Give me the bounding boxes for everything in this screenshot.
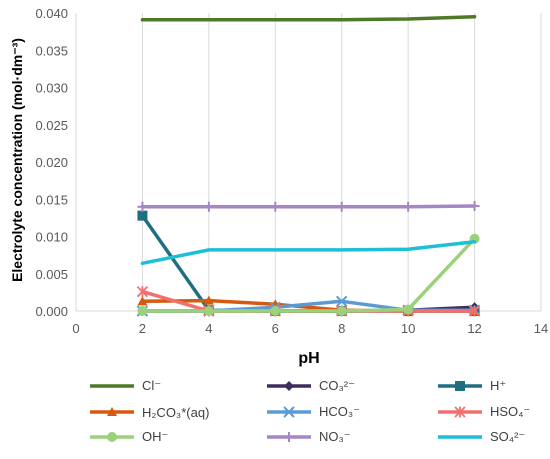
y-tick-label: 0.040 xyxy=(35,6,68,21)
x-axis-title: pH xyxy=(298,350,319,367)
gridlines xyxy=(141,13,542,311)
x-tick-label: 4 xyxy=(205,321,212,336)
axes xyxy=(75,13,541,312)
x-tick-label: 14 xyxy=(534,321,548,336)
data-point xyxy=(403,304,414,315)
y-tick-label: 0.030 xyxy=(35,81,68,96)
data-point xyxy=(336,306,347,316)
y-tick-label: 0.010 xyxy=(35,230,68,245)
data-point xyxy=(336,201,347,212)
x-tick-label: 10 xyxy=(401,321,415,336)
series-1 xyxy=(140,14,477,22)
data-point xyxy=(469,200,480,211)
x-tick-label: 12 xyxy=(467,321,481,336)
y-tick-label: 0.005 xyxy=(35,267,68,282)
data-point xyxy=(203,201,214,212)
y-tick-labels: 0.000 0.005 0.010 0.015 0.020 0.025 0.030 0.035… xyxy=(35,6,68,319)
y-axis-title: Electrolyte concentration (mol·dm⁻³) xyxy=(9,38,25,282)
series-line xyxy=(140,204,477,209)
x-tick-label: 6 xyxy=(272,321,279,336)
series-line xyxy=(140,213,477,313)
data-point xyxy=(270,201,281,212)
series-9 xyxy=(140,239,477,266)
x-tick-labels: 0 2 4 6 8 10 12 14 xyxy=(72,321,548,336)
series-line xyxy=(140,14,477,22)
y-tick-label: 0.000 xyxy=(35,304,68,319)
data-point xyxy=(203,295,214,305)
y-tick-label: 0.025 xyxy=(35,118,68,133)
data-point xyxy=(137,210,148,221)
data-point xyxy=(137,306,148,316)
data-point xyxy=(336,295,348,308)
x-tick-label: 8 xyxy=(338,321,345,336)
y-tick-label: 0.015 xyxy=(35,192,68,207)
data-point xyxy=(137,201,148,212)
series-8 xyxy=(137,200,480,212)
data-point xyxy=(270,306,281,316)
data-point xyxy=(403,201,414,212)
series-group xyxy=(136,14,481,317)
data-point xyxy=(137,296,148,306)
data-point xyxy=(468,305,481,317)
data-point xyxy=(203,306,214,316)
x-tick-label: 2 xyxy=(139,321,146,336)
data-point xyxy=(136,285,149,298)
y-tick-label: 0.035 xyxy=(35,43,68,58)
x-tick-label: 0 xyxy=(72,321,79,336)
series-line xyxy=(140,239,477,266)
y-tick-label: 0.020 xyxy=(35,155,68,170)
series-line xyxy=(140,236,477,313)
